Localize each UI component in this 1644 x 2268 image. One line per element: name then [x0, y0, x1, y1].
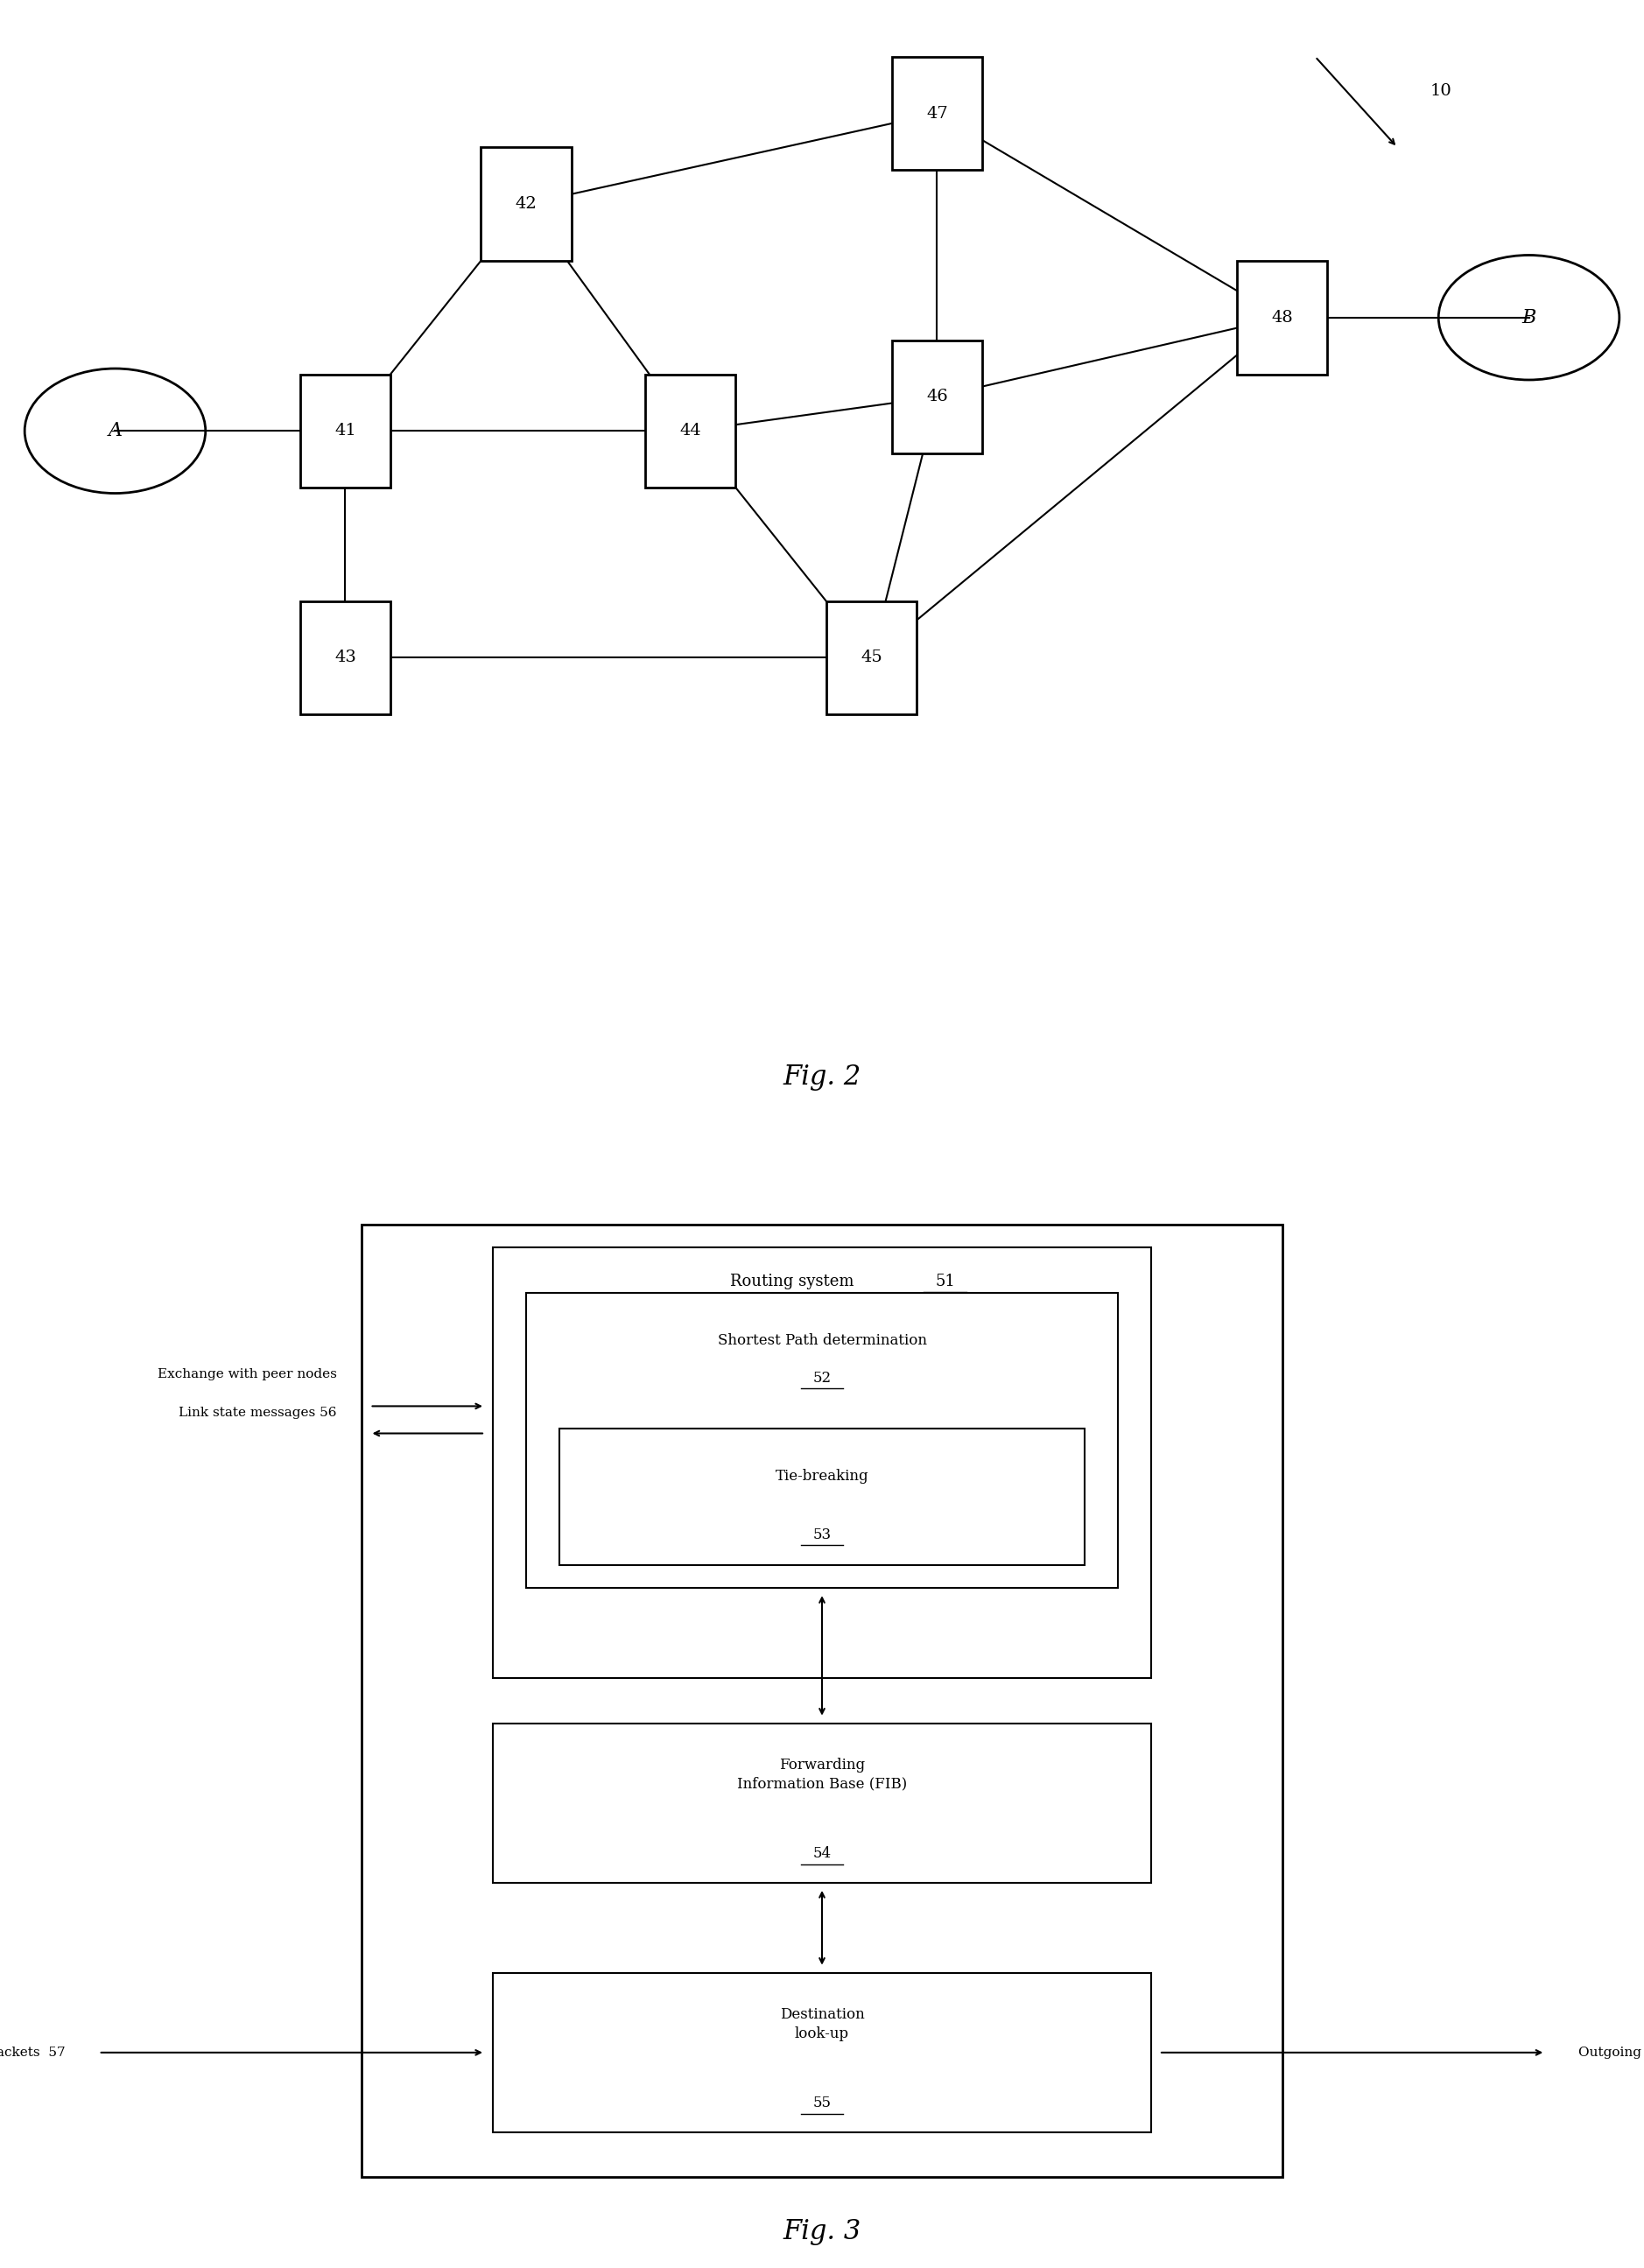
FancyBboxPatch shape — [891, 340, 983, 454]
Text: 52: 52 — [812, 1370, 832, 1386]
Text: 54: 54 — [812, 1846, 832, 1862]
Text: Tie-breaking: Tie-breaking — [776, 1470, 868, 1483]
Text: 48: 48 — [1271, 311, 1294, 324]
Bar — [559, 1429, 1085, 1565]
Text: 44: 44 — [679, 424, 702, 438]
Bar — [493, 1247, 1151, 1678]
Text: Incoming packets  57: Incoming packets 57 — [0, 2046, 66, 2059]
Text: 51: 51 — [935, 1275, 955, 1288]
Text: 10: 10 — [1430, 84, 1452, 98]
FancyBboxPatch shape — [301, 374, 391, 488]
Bar — [493, 1973, 1151, 2132]
FancyBboxPatch shape — [480, 147, 572, 261]
Text: 45: 45 — [860, 651, 883, 665]
Text: 53: 53 — [812, 1529, 832, 1542]
Text: 55: 55 — [812, 2096, 832, 2112]
Text: 41: 41 — [334, 424, 357, 438]
Text: B: B — [1522, 308, 1535, 327]
Bar — [362, 1225, 1282, 2177]
Text: Shortest Path determination: Shortest Path determination — [717, 1334, 927, 1347]
Text: Fig. 2: Fig. 2 — [783, 1064, 861, 1091]
Bar — [526, 1293, 1118, 1588]
FancyBboxPatch shape — [891, 57, 983, 170]
Text: 46: 46 — [926, 390, 949, 404]
Text: 43: 43 — [334, 651, 357, 665]
Text: Fig. 3: Fig. 3 — [783, 2218, 861, 2245]
Text: A: A — [109, 422, 122, 440]
Text: Outgoing packets  58: Outgoing packets 58 — [1578, 2046, 1644, 2059]
Text: Destination
look-up: Destination look-up — [779, 2007, 865, 2041]
Text: Exchange with peer nodes: Exchange with peer nodes — [158, 1368, 337, 1381]
Text: Link state messages 56: Link state messages 56 — [179, 1406, 337, 1420]
FancyBboxPatch shape — [1238, 261, 1328, 374]
Text: 47: 47 — [926, 107, 949, 120]
FancyBboxPatch shape — [644, 374, 735, 488]
FancyBboxPatch shape — [827, 601, 917, 714]
FancyBboxPatch shape — [301, 601, 391, 714]
Text: 42: 42 — [515, 197, 538, 211]
Text: Routing system: Routing system — [730, 1275, 855, 1288]
Bar — [493, 1724, 1151, 1882]
Text: Forwarding
Information Base (FIB): Forwarding Information Base (FIB) — [737, 1758, 907, 1792]
